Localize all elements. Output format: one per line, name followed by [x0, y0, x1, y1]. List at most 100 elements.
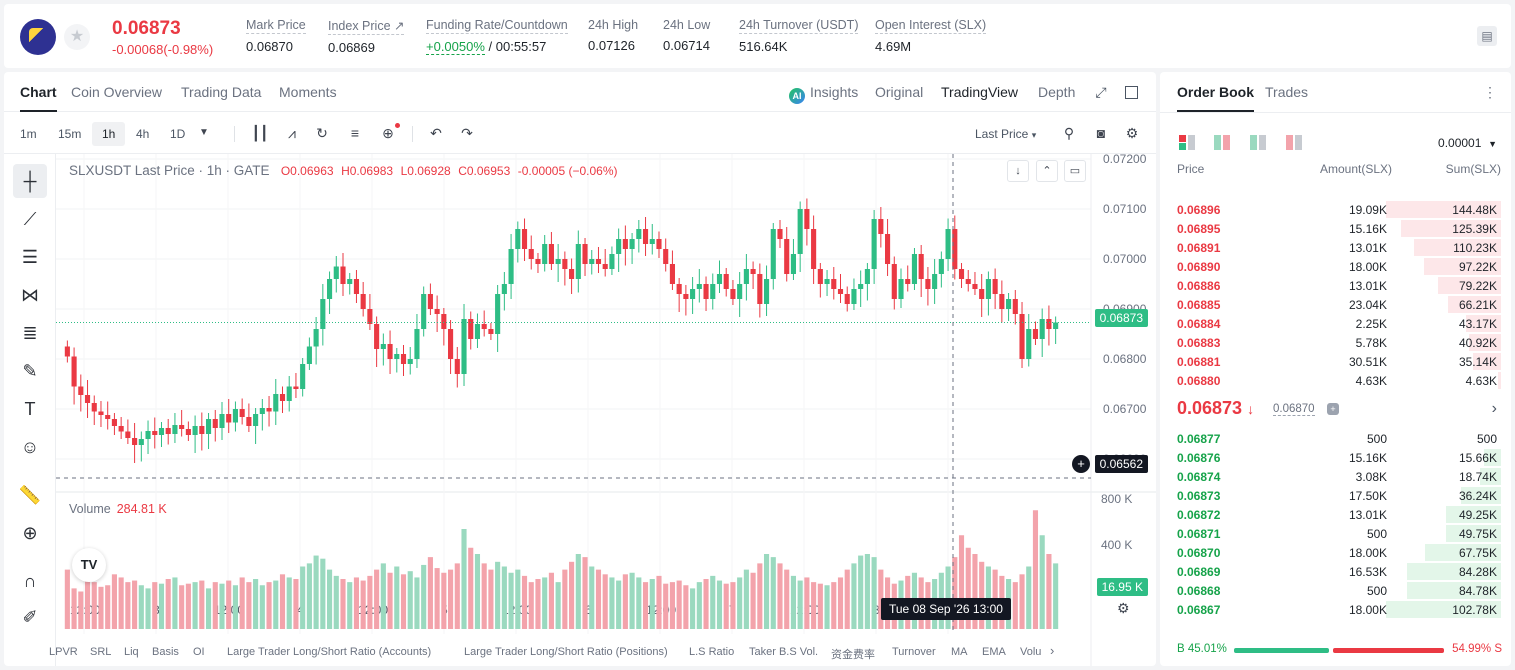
view-depth[interactable]: Depth	[1038, 84, 1076, 100]
stat-mark-price[interactable]: Mark Price 0.06870	[246, 18, 306, 54]
insights-button[interactable]: AI Insights	[789, 84, 858, 104]
horizontal-lines-icon[interactable]: ☰	[21, 247, 39, 267]
bid-row[interactable]: 0.06872 13.01K 49.25K	[1160, 505, 1511, 524]
search-icon[interactable]: ⚲	[1063, 125, 1075, 141]
emoji-icon[interactable]: ☺	[20, 437, 40, 457]
crosshair-icon[interactable]: ┼	[13, 164, 47, 198]
indicator-taker-vol[interactable]: Taker B.S Vol.	[749, 646, 819, 658]
indicator-funding-rate[interactable]: 资金费率	[831, 649, 875, 661]
ask-row[interactable]: 0.06886 13.01K 79.22K	[1160, 276, 1511, 295]
indicator-lt-positions[interactable]: Large Trader Long/Short Ratio (Positions…	[464, 646, 668, 658]
ask-row[interactable]: 0.06884 2.25K 43.17K	[1160, 314, 1511, 333]
collapse-icon[interactable]: ⌃	[1036, 160, 1058, 182]
volume-bar	[864, 554, 870, 629]
book-icon[interactable]: ▤	[1477, 26, 1497, 46]
ask-row[interactable]: 0.06881 30.51K 35.14K	[1160, 352, 1511, 371]
ruler-icon[interactable]: 📏	[18, 485, 42, 505]
bid-row[interactable]: 0.06868 500 84.78K	[1160, 581, 1511, 600]
tab-moments[interactable]: Moments	[279, 84, 337, 100]
window-icon[interactable]	[1125, 86, 1138, 99]
precision-select[interactable]: 0.00001 ▼	[1438, 136, 1497, 150]
volume-bar	[219, 583, 225, 629]
arrow-down-icon[interactable]: ↓	[1007, 160, 1029, 182]
bid-row[interactable]: 0.06871 500 49.75K	[1160, 524, 1511, 543]
settings-icon[interactable]: ⚙	[1117, 600, 1130, 616]
indicator-liq[interactable]: Liq	[124, 646, 139, 658]
pencil-lock-icon[interactable]: ✐	[22, 607, 38, 627]
timeframe-1m[interactable]: 1m	[20, 127, 37, 141]
ask-row[interactable]: 0.06896 19.09K 144.48K	[1160, 200, 1511, 219]
bid-row[interactable]: 0.06874 3.08K 18.74K	[1160, 467, 1511, 486]
pattern-icon[interactable]: ⋈	[21, 285, 39, 305]
ask-row[interactable]: 0.06880 4.63K 4.63K	[1160, 371, 1511, 390]
timeframe-1d[interactable]: 1D	[170, 127, 186, 141]
undo-icon[interactable]: ↶	[430, 125, 442, 141]
template-icon[interactable]: ≡	[350, 125, 360, 141]
indicator-ma[interactable]: MA	[951, 646, 968, 658]
redo-icon[interactable]: ↷	[461, 125, 473, 141]
bid-row[interactable]: 0.06870 18.00K 67.75K	[1160, 543, 1511, 562]
expand-icon[interactable]: ⤢	[1095, 84, 1107, 100]
stat-open-interest[interactable]: Open Interest (SLX) 4.69M	[875, 18, 987, 54]
ask-row[interactable]: 0.06885 23.04K 66.21K	[1160, 295, 1511, 314]
text-icon[interactable]: T	[24, 399, 36, 419]
trend-line-icon[interactable]: ⟋	[23, 209, 37, 229]
indicator-ls-ratio[interactable]: L.S Ratio	[689, 646, 735, 658]
chevron-right-icon[interactable]: ›	[1491, 400, 1497, 417]
bid-row[interactable]: 0.06873 17.50K 36.24K	[1160, 486, 1511, 505]
bid-row[interactable]: 0.06869 16.53K 84.28K	[1160, 562, 1511, 581]
indicator-turnover[interactable]: Turnover	[892, 646, 936, 658]
ask-row[interactable]: 0.06883 5.78K 40.92K	[1160, 333, 1511, 352]
view-tradingview[interactable]: TradingView	[941, 84, 1019, 100]
timeframe-4h[interactable]: 4h	[136, 127, 150, 141]
indicator-oi[interactable]: OI	[193, 646, 205, 658]
bid-row[interactable]: 0.06877 500 500	[1160, 429, 1511, 448]
fib-icon[interactable]: ≣	[22, 323, 38, 343]
layout-sell-icon[interactable]	[1286, 135, 1302, 150]
indicator-srl[interactable]: SRL	[90, 646, 112, 658]
candlestick-chart[interactable]: 0.072000.071000.070000.069000.068000.067…	[56, 154, 1156, 666]
ask-row[interactable]: 0.06890 18.00K 97.22K	[1160, 257, 1511, 276]
ask-row[interactable]: 0.06891 13.01K 110.23K	[1160, 238, 1511, 257]
tab-trades[interactable]: Trades	[1265, 84, 1309, 100]
tab-coin-overview[interactable]: Coin Overview	[71, 84, 163, 100]
timeframe-1h[interactable]: 1h	[92, 122, 126, 146]
add-alert-icon[interactable]: +	[1072, 455, 1090, 473]
more-icon[interactable]: ⋮	[1483, 84, 1497, 100]
favorite-star-icon[interactable]: ★	[64, 24, 90, 50]
chevron-right-icon[interactable]: ›	[1050, 643, 1055, 658]
price-type-select[interactable]: Last Price ▾	[975, 127, 1037, 141]
timeframe-15m[interactable]: 15m	[58, 127, 82, 141]
bid-row[interactable]: 0.06876 15.16K 15.66K	[1160, 448, 1511, 467]
gear-icon[interactable]: ⚙	[1125, 125, 1139, 141]
add-indicator-icon[interactable]: ⊕	[378, 123, 400, 143]
maximize-icon[interactable]: ▭	[1064, 160, 1086, 182]
layout-both-icon[interactable]	[1179, 135, 1195, 150]
indicator-lpvr[interactable]: LPVR	[49, 646, 78, 658]
candle-body	[387, 344, 393, 359]
indicator-basis[interactable]: Basis	[152, 646, 179, 658]
stat-24h-turnover[interactable]: 24h Turnover (USDT) 516.64K	[739, 18, 859, 54]
volume-bar	[831, 582, 837, 629]
chevron-down-icon[interactable]: ▼	[199, 127, 209, 138]
indicator-volume[interactable]: Volu	[1020, 646, 1042, 658]
tab-chart[interactable]: Chart	[20, 84, 57, 112]
ask-row[interactable]: 0.06895 15.16K 125.39K	[1160, 219, 1511, 238]
layout-buy-icon[interactable]	[1250, 135, 1266, 150]
indicator-icon[interactable]: ⩘	[288, 125, 296, 141]
bid-row[interactable]: 0.06867 18.00K 102.78K	[1160, 600, 1511, 619]
magnet-icon[interactable]: ∩	[23, 571, 37, 591]
indicator-ema[interactable]: EMA	[982, 646, 1006, 658]
replay-icon[interactable]: ↻	[316, 125, 328, 141]
stat-funding-rate[interactable]: Funding Rate/Countdown +0.0050% / 00:55:5…	[426, 18, 568, 55]
stat-index-price[interactable]: Index Price ↗ 0.06869	[328, 19, 405, 55]
tab-trading-data[interactable]: Trading Data	[181, 84, 262, 100]
candles-icon[interactable]: ┃┃	[251, 125, 269, 141]
layout-split-icon[interactable]	[1214, 135, 1230, 150]
tab-order-book[interactable]: Order Book	[1177, 84, 1255, 112]
view-original[interactable]: Original	[875, 84, 924, 100]
zoom-in-icon[interactable]: ⊕	[22, 523, 38, 543]
brush-icon[interactable]: ✎	[22, 361, 38, 381]
indicator-lt-accounts[interactable]: Large Trader Long/Short Ratio (Accounts)	[227, 646, 432, 658]
camera-icon[interactable]: ◙	[1096, 125, 1106, 141]
